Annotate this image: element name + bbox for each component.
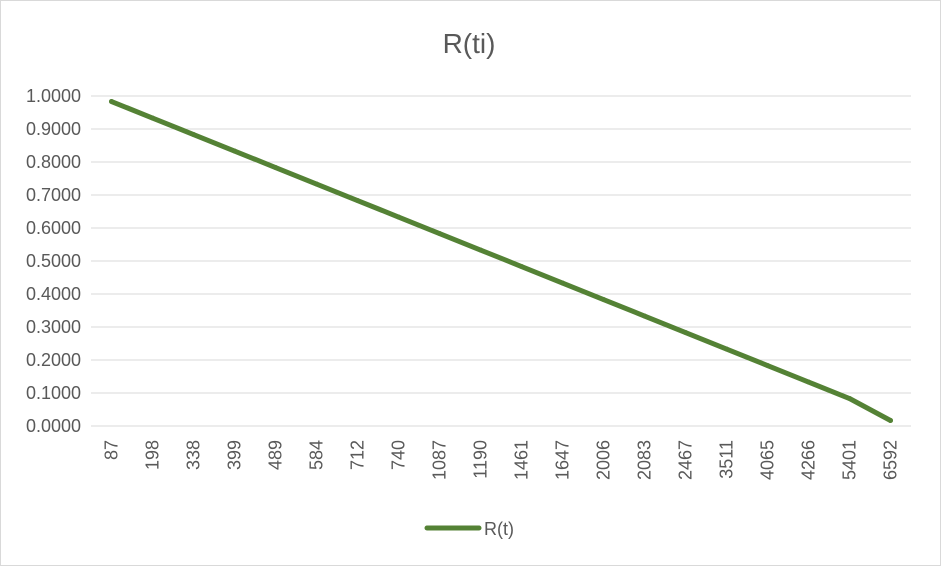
y-tick-label: 1.0000 bbox=[26, 86, 81, 106]
y-tick-label: 0.2000 bbox=[26, 350, 81, 370]
x-axis-ticks: 87 198 338 399 489 584 712 740 1087 1190 1461 1647 2… bbox=[102, 440, 901, 480]
x-tick-label: 712 bbox=[348, 440, 368, 470]
x-tick-label: 2467 bbox=[676, 440, 696, 480]
data-point bbox=[765, 363, 770, 369]
gridlines bbox=[91, 95, 911, 427]
y-tick-label: 0.9000 bbox=[26, 119, 81, 139]
y-tick-label: 0.1000 bbox=[26, 383, 81, 403]
x-tick-label: 2083 bbox=[635, 440, 655, 480]
series-layer bbox=[109, 99, 893, 423]
x-tick-label: 6592 bbox=[881, 440, 901, 480]
data-point bbox=[437, 231, 442, 237]
legend-label: R(t) bbox=[484, 519, 514, 539]
data-point bbox=[519, 264, 524, 270]
x-tick-label: 1461 bbox=[512, 440, 532, 480]
x-tick-label: 4065 bbox=[758, 440, 778, 480]
x-tick-label: 338 bbox=[184, 440, 204, 470]
data-point bbox=[642, 313, 647, 319]
data-point bbox=[232, 148, 237, 154]
data-point bbox=[273, 165, 278, 171]
x-tick-label: 2006 bbox=[594, 440, 614, 480]
series-line bbox=[109, 99, 893, 423]
data-point bbox=[355, 198, 360, 204]
x-tick-label: 3511 bbox=[717, 440, 737, 479]
data-point bbox=[191, 132, 196, 138]
x-tick-label: 198 bbox=[143, 440, 163, 470]
data-point bbox=[847, 396, 852, 402]
data-point bbox=[601, 297, 606, 303]
x-tick-label: 87 bbox=[102, 440, 122, 460]
y-tick-label: 0.3000 bbox=[26, 317, 81, 337]
x-tick-label: 1647 bbox=[553, 440, 573, 480]
y-axis-ticks: 0.0000 0.1000 0.2000 0.3000 0.4000 0.5000 0.60… bbox=[26, 86, 81, 436]
y-tick-label: 0.6000 bbox=[26, 218, 81, 238]
x-tick-label: 1190 bbox=[471, 440, 491, 479]
data-point bbox=[478, 247, 483, 253]
y-tick-label: 0.0000 bbox=[26, 416, 81, 436]
x-tick-label: 740 bbox=[389, 440, 409, 470]
y-tick-label: 0.8000 bbox=[26, 152, 81, 172]
chart-title: R(ti) bbox=[443, 28, 496, 59]
data-point bbox=[888, 417, 893, 423]
x-tick-label: 489 bbox=[266, 440, 286, 470]
data-point bbox=[150, 115, 155, 121]
data-point bbox=[109, 99, 114, 105]
data-point bbox=[683, 330, 688, 336]
data-point bbox=[806, 379, 811, 385]
data-point bbox=[724, 346, 729, 352]
data-point bbox=[314, 181, 319, 187]
y-tick-label: 0.4000 bbox=[26, 284, 81, 304]
x-tick-label: 4266 bbox=[799, 440, 819, 480]
data-point bbox=[396, 214, 401, 220]
y-tick-label: 0.5000 bbox=[26, 251, 81, 271]
data-point bbox=[560, 280, 565, 286]
x-tick-label: 5401 bbox=[840, 440, 860, 480]
x-tick-label: 1087 bbox=[430, 440, 450, 480]
legend: R(t) bbox=[424, 519, 514, 539]
x-tick-label: 584 bbox=[307, 440, 327, 470]
x-tick-label: 399 bbox=[225, 440, 245, 470]
y-tick-label: 0.7000 bbox=[26, 185, 81, 205]
